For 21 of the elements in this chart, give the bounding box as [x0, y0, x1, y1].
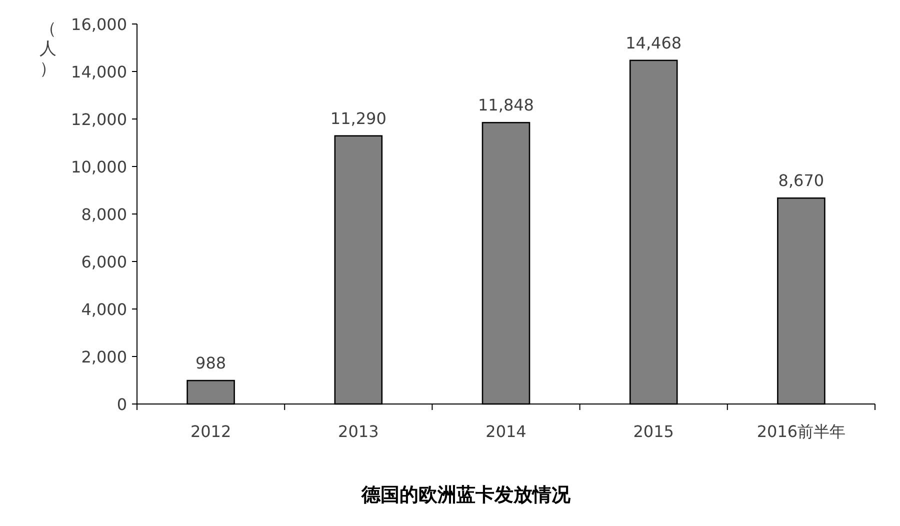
y-tick-label: 10,000 [71, 158, 127, 176]
y-tick-label: 6,000 [81, 252, 127, 272]
data-label: 11,290 [330, 108, 386, 128]
x-tick-label: 2012 [190, 422, 232, 441]
data-label: 988 [196, 354, 226, 373]
x-tick-label: 2013 [338, 422, 379, 441]
y-tick-label: 0 [116, 395, 127, 414]
data-label: 14,468 [626, 33, 682, 52]
y-tick-label: 14,000 [71, 62, 127, 82]
x-tick-label: 2014 [486, 422, 526, 441]
text: 德国的欧洲蓝卡发放情况 [360, 484, 572, 506]
x-tick-label: 2016前半年 [756, 422, 846, 441]
y-axis-title: （人） [40, 19, 56, 79]
y-tick-label: 4,000 [81, 300, 127, 319]
y-tick-label: 8,000 [81, 205, 127, 224]
y-tick-label: 12,000 [71, 110, 127, 129]
data-label: 8,670 [778, 171, 824, 190]
y-tick-label: 16,000 [71, 15, 127, 34]
data-label: 11,848 [478, 96, 534, 115]
x-tick-label: 2015 [633, 422, 674, 441]
y-tick-label: 2,000 [81, 348, 127, 366]
